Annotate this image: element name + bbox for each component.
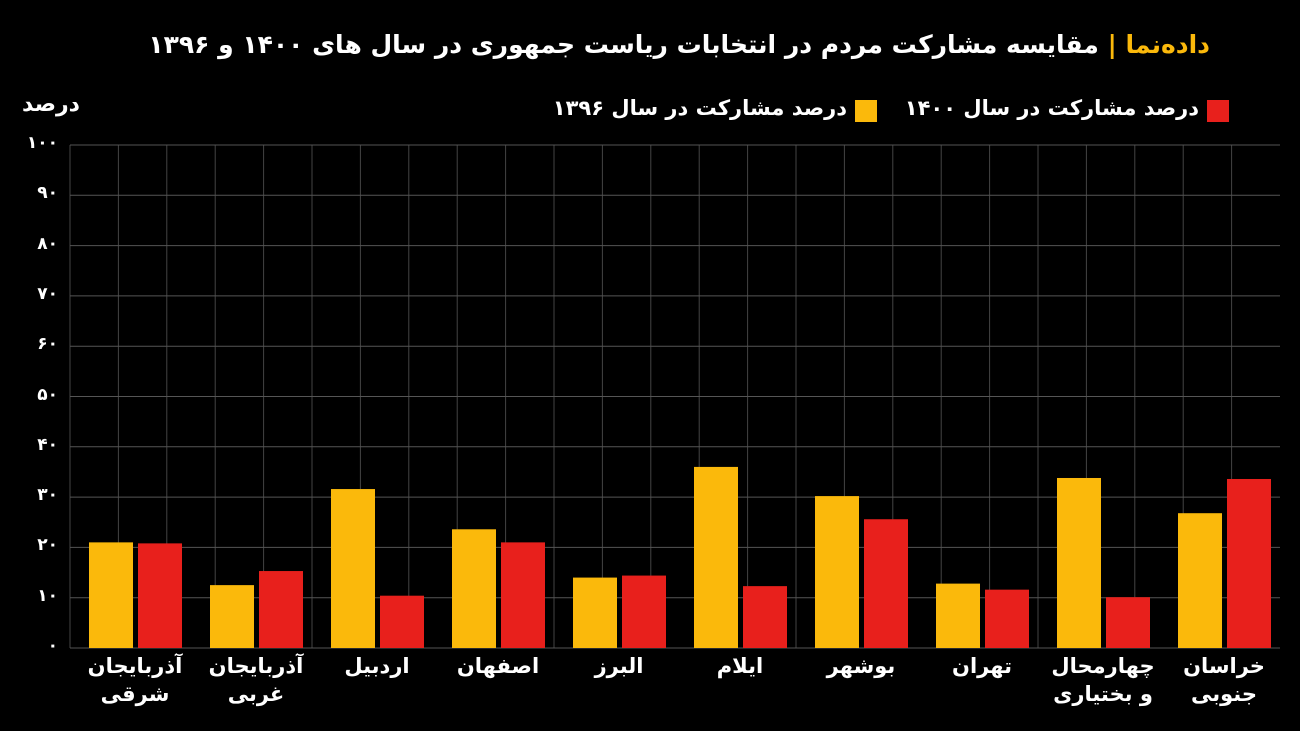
y-tick-label: ۱۰۰ [26,133,58,153]
y-tick-label: ۳۰ [37,485,58,506]
bar [380,595,424,648]
bar [573,577,617,648]
legend-swatch [1207,100,1229,122]
brand: داده‌نما [1125,30,1210,59]
bar [501,542,545,648]
bar [1106,597,1150,648]
title-row: داده‌نما | مقایسه مشارکت مردم در انتخابا… [148,30,1210,59]
bar [864,519,908,648]
x-tick-label: چهارمحال و بختیاری [1051,654,1155,707]
y-tick-label: ۷۰ [37,283,58,304]
bar [331,489,375,648]
x-tick-label: ایلام [716,654,764,678]
x-tick-label: بوشهر [826,654,896,678]
y-tick-label: ۵۰ [37,384,58,405]
bar [1178,513,1222,648]
x-tick-label: البرز [594,654,644,678]
y-tick-label: ۶۰ [37,334,58,355]
chart-title: مقایسه مشارکت مردم در انتخابات ریاست جمه… [148,30,1099,59]
y-tick-label: ۹۰ [37,183,58,204]
x-tick-label: اردبیل [344,654,410,678]
y-tick-label: ۱۰ [37,585,58,606]
bar [210,585,254,648]
x-tick-label: خراسان جنوبی [1183,654,1265,707]
bar [259,571,303,648]
y-tick-label: ۸۰ [37,233,58,254]
legend-label: درصد مشارکت در سال ۱۴۰۰ [904,96,1199,120]
y-axis-label: درصد [22,92,80,117]
x-tick-label: تهران [952,654,1012,678]
bar [138,543,182,648]
bar [452,529,496,648]
bar [622,575,666,648]
legend-label: درصد مشارکت در سال ۱۳۹۶ [552,96,847,120]
bar [936,583,980,648]
y-tick-label: ۴۰ [37,434,58,455]
bar [1227,478,1271,648]
bar [815,496,859,648]
x-tick-label: اصفهان [456,654,540,678]
x-tick-label: آذربایجان شرقی [87,654,183,707]
bar [89,542,133,648]
bar [694,466,738,648]
bar [1057,477,1101,648]
bar [985,589,1029,648]
separator: | [1107,30,1117,59]
x-tick-label: آذربایجان غربی [208,654,304,707]
y-tick-label: ۰ [47,636,58,656]
legend-swatch [855,100,877,122]
y-tick-label: ۲۰ [37,535,58,556]
bar [743,586,787,648]
